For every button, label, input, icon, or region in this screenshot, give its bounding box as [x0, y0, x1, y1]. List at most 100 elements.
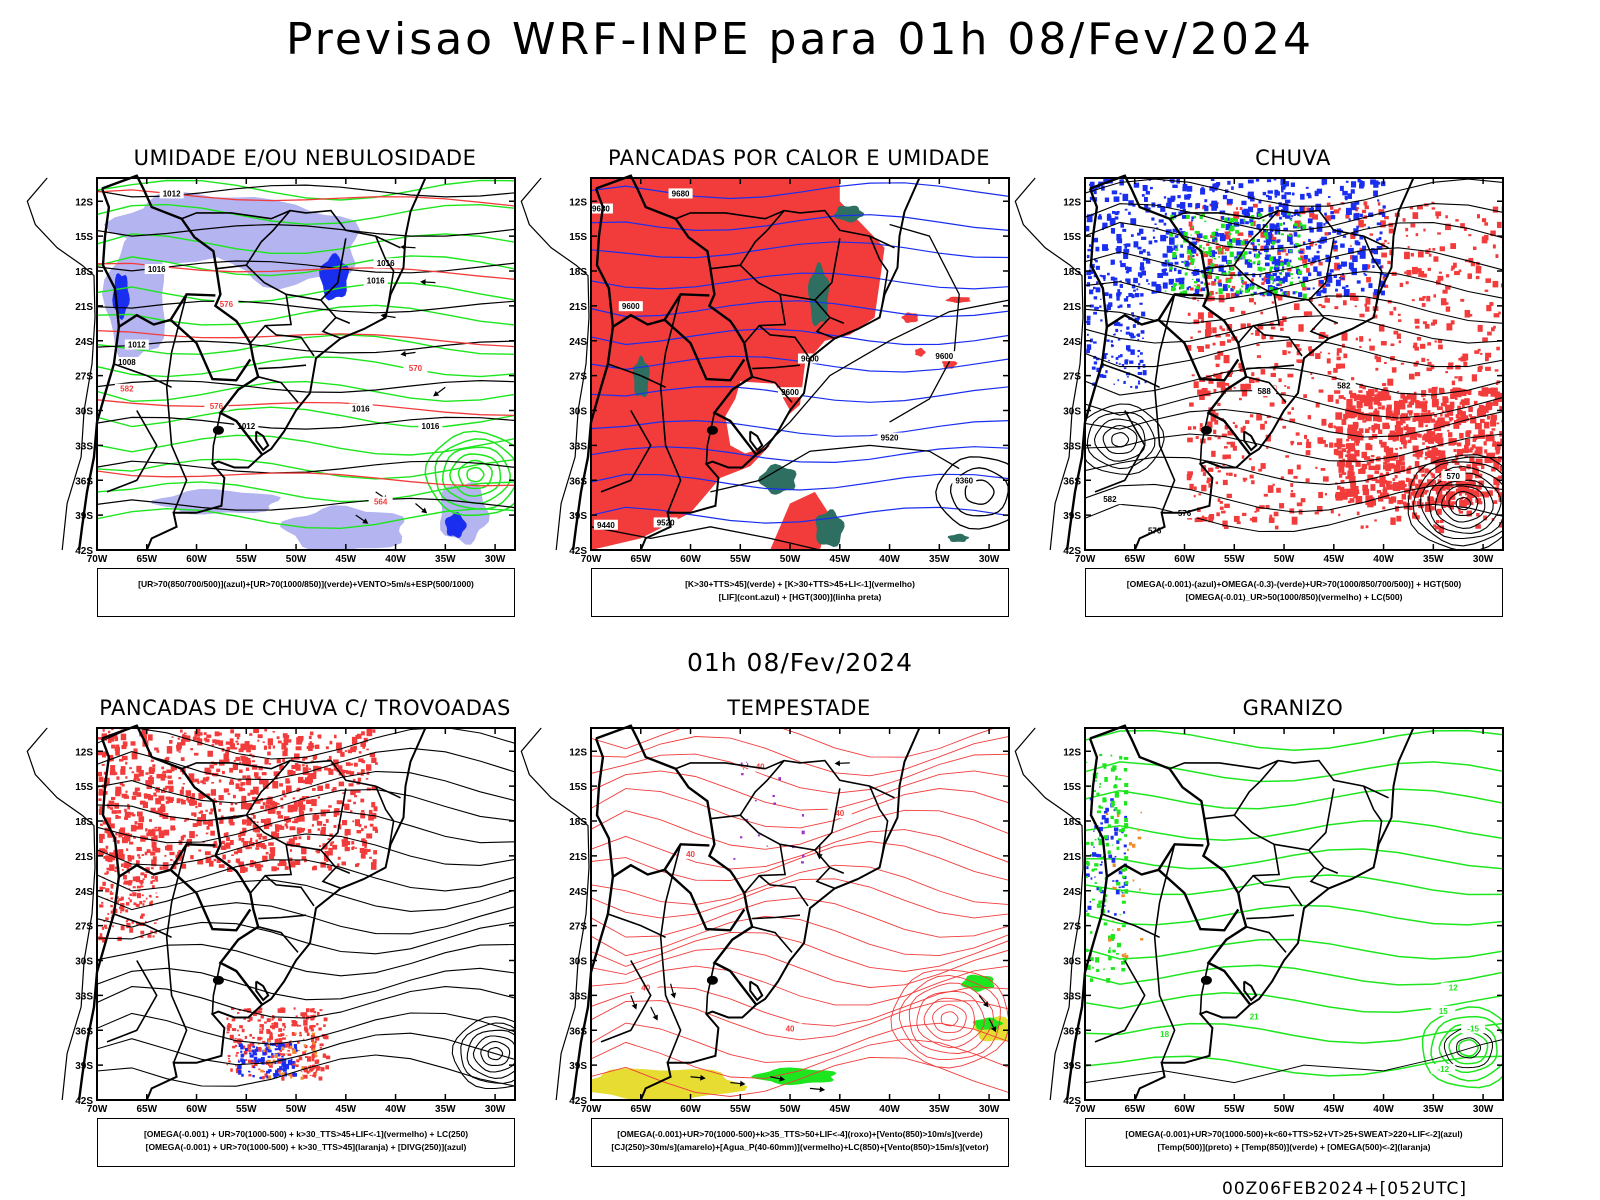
- thunder-red-cell: [275, 826, 280, 832]
- omega-blue-andes-cell: [1130, 385, 1133, 388]
- streamlines-850-red-line: [591, 1038, 1009, 1079]
- rain-red-cell: [1309, 346, 1312, 348]
- divergence-blue-cell: [284, 1063, 290, 1070]
- rain-red-cell: [1296, 502, 1303, 507]
- rain-red-cell: [1354, 449, 1360, 457]
- omega-blue-cell: [1144, 204, 1149, 210]
- temp-green-andes-cell: [1119, 914, 1122, 916]
- thunder-red-cell: [298, 736, 303, 743]
- omega-blue-cell: [1376, 246, 1383, 250]
- rain-red-ocean-cell: [1395, 447, 1398, 451]
- temp-green-andes-cell: [1103, 922, 1108, 926]
- thunder-red-cell: [369, 856, 372, 859]
- thunder-red-cell: [326, 865, 329, 869]
- rain-red-cell: [1222, 464, 1225, 467]
- rain-red-ocean-cell: [1415, 433, 1421, 437]
- omega-blue-cell: [1225, 217, 1231, 221]
- rain-red-cell: [1365, 298, 1371, 305]
- thunder-red-south-cell: [294, 1034, 296, 1036]
- plot-frame: [96, 727, 516, 1101]
- thunder-orange-cell: [285, 1035, 288, 1037]
- thunder-red-cell: [325, 846, 328, 850]
- x-tick-label: 50W: [780, 554, 801, 565]
- thunder-red-cell: [292, 820, 295, 824]
- thunder-red-cell: [219, 802, 222, 806]
- omega-orange-cell: [1116, 928, 1121, 931]
- rain-red-cell: [1253, 301, 1257, 305]
- rain-red-cell: [1490, 230, 1496, 237]
- omega-blue-cell: [1381, 212, 1386, 218]
- rain-red-cell: [1222, 520, 1228, 527]
- omega-green-cell: [1235, 290, 1240, 294]
- rain-red-cell: [1307, 415, 1312, 420]
- omega-blue-cell: [1316, 227, 1323, 232]
- omega-blue-cell: [1151, 281, 1157, 287]
- rain-red-cell: [1240, 427, 1245, 433]
- thunder-red-cell: [145, 780, 150, 786]
- panel-title-chuva: CHUVA: [1255, 146, 1331, 170]
- omega-blue-cell: [1377, 199, 1380, 202]
- rain-red-ocean-cell: [1362, 488, 1370, 496]
- rain-red-cell: [1291, 407, 1294, 411]
- divergence-blue-cell: [275, 1069, 279, 1074]
- rain-red-cell: [1206, 272, 1213, 279]
- omega-green-cell: [1195, 286, 1200, 290]
- thunder-red-south-cell: [266, 1029, 270, 1034]
- divergence-blue-cell: [281, 1055, 284, 1058]
- omega-blue-cell: [1133, 277, 1138, 284]
- omega-green-cell: [1279, 273, 1283, 276]
- thunder-red-cell: [271, 801, 278, 810]
- rain-red-ocean-cell: [1373, 423, 1378, 428]
- divergence-blue-cell: [289, 1043, 293, 1047]
- omega-green-cell: [1227, 284, 1231, 288]
- rain-red-ocean-cell: [1351, 428, 1357, 435]
- rain-red-cell: [1466, 510, 1473, 517]
- border-line: [752, 364, 801, 370]
- thunder-red-south-cell: [281, 1076, 285, 1081]
- divergence-blue-cell: [260, 1057, 265, 1061]
- rain-red-cell: [1235, 207, 1238, 210]
- rain-red-cell: [1290, 483, 1294, 487]
- omega-blue-cell: [1116, 233, 1122, 241]
- green-low-ring: [1430, 1015, 1503, 1082]
- rain-red-cell: [1458, 508, 1461, 512]
- legend-line: [Temp(500)](preto) + [Temp(850)](verde) …: [1157, 1142, 1431, 1152]
- border-line: [710, 814, 845, 875]
- rain-red-cell: [1368, 427, 1371, 430]
- omega-blue-cell: [1166, 202, 1172, 208]
- thunder-red-cell: [294, 818, 299, 824]
- upper-low-west-ring: [1111, 432, 1130, 448]
- border-line: [1246, 364, 1295, 370]
- omega-blue-cell: [1298, 292, 1303, 298]
- rain-red-cell: [1195, 435, 1199, 439]
- temp-green-andes-cell: [1096, 810, 1102, 814]
- rain-red-ocean-cell: [1383, 461, 1388, 465]
- y-tick-label: 36S: [75, 476, 93, 487]
- wind-vector-head: [739, 1080, 746, 1087]
- rain-red-cell: [1272, 483, 1275, 486]
- omega-green-cell: [1185, 214, 1190, 219]
- rain-red-cell: [1424, 323, 1430, 329]
- thunder-red-cell: [198, 802, 202, 808]
- omega-blue-cell: [1261, 278, 1264, 281]
- temp-green-andes-cell: [1116, 942, 1121, 948]
- panel-title-granizo: GRANIZO: [1242, 696, 1344, 720]
- omega-blue-cell: [1095, 259, 1098, 263]
- thunder-red-cell: [344, 803, 350, 811]
- omega-blue-cell: [1180, 244, 1184, 248]
- thunder-orange-cell: [281, 1046, 284, 1049]
- temp-green-andes-cell: [1093, 868, 1098, 871]
- rain-red-ocean-cell: [1366, 398, 1373, 407]
- thunder-red-cell: [164, 776, 167, 778]
- rain-red-cell: [1438, 271, 1442, 274]
- rain-red-cell: [1410, 223, 1416, 228]
- streamlines-850-red-line: [591, 753, 1009, 794]
- rain-red-cell: [1323, 277, 1327, 281]
- rain-red-cell: [1329, 442, 1334, 448]
- rain-red-cell: [1460, 411, 1466, 417]
- omega-blue-andes-cell: [1142, 370, 1147, 376]
- thunder-red-cell: [238, 861, 245, 868]
- contour-label-bg: [877, 432, 902, 443]
- x-tick-label: 60W: [1174, 554, 1195, 565]
- border-line: [607, 913, 666, 939]
